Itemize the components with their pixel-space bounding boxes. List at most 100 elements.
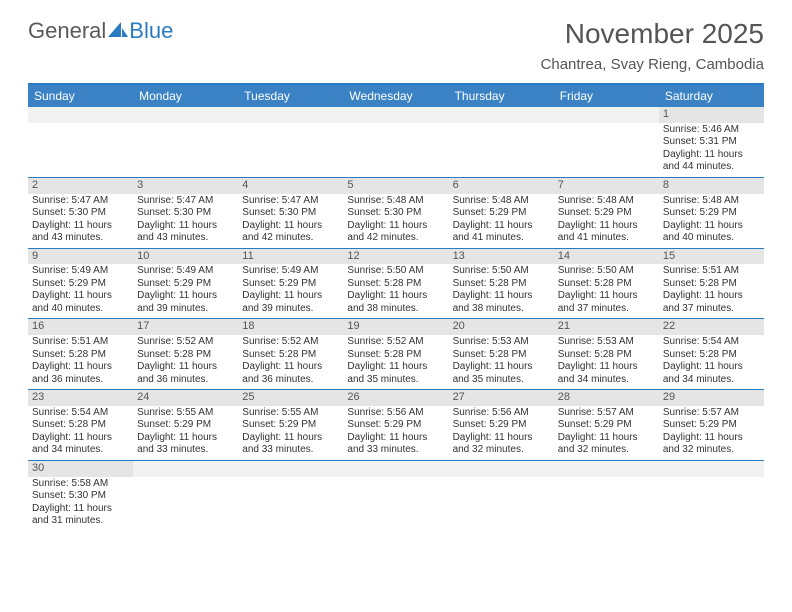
calendar-week: 1Sunrise: 5:46 AMSunset: 5:31 PMDaylight… xyxy=(28,107,764,178)
day-number: 29 xyxy=(659,390,764,406)
calendar-cell-empty xyxy=(343,461,448,531)
sunset-line: Sunset: 5:29 PM xyxy=(137,419,234,432)
sunrise-line: Sunrise: 5:52 AM xyxy=(137,336,234,349)
calendar-cell-empty xyxy=(238,461,343,531)
calendar-week: 30Sunrise: 5:58 AMSunset: 5:30 PMDayligh… xyxy=(28,461,764,531)
sunrise-line: Sunrise: 5:57 AM xyxy=(558,407,655,420)
calendar-cell: 29Sunrise: 5:57 AMSunset: 5:29 PMDayligh… xyxy=(659,390,764,460)
day-number: 10 xyxy=(133,249,238,265)
day-number: 26 xyxy=(343,390,448,406)
calendar-cell: 23Sunrise: 5:54 AMSunset: 5:28 PMDayligh… xyxy=(28,390,133,460)
calendar-cell: 11Sunrise: 5:49 AMSunset: 5:29 PMDayligh… xyxy=(238,249,343,319)
calendar-cell: 5Sunrise: 5:48 AMSunset: 5:30 PMDaylight… xyxy=(343,178,448,248)
page-subtitle: Chantrea, Svay Rieng, Cambodia xyxy=(541,56,764,73)
sunset-line: Sunset: 5:29 PM xyxy=(242,278,339,291)
dayname-mon: Monday xyxy=(133,85,238,107)
calendar-cell-empty xyxy=(28,107,133,177)
logo-word1: General xyxy=(28,18,106,44)
daylight-line: Daylight: 11 hours and 32 minutes. xyxy=(453,432,550,457)
daylight-line: Daylight: 11 hours and 33 minutes. xyxy=(137,432,234,457)
day-number: 25 xyxy=(238,390,343,406)
calendar-cell: 3Sunrise: 5:47 AMSunset: 5:30 PMDaylight… xyxy=(133,178,238,248)
day-number: 22 xyxy=(659,319,764,335)
sunrise-line: Sunrise: 5:56 AM xyxy=(453,407,550,420)
day-number: 23 xyxy=(28,390,133,406)
sunrise-line: Sunrise: 5:50 AM xyxy=(453,265,550,278)
sunset-line: Sunset: 5:28 PM xyxy=(558,349,655,362)
dayname-fri: Friday xyxy=(554,85,659,107)
day-number: 15 xyxy=(659,249,764,265)
page-header: General Blue November 2025 Chantrea, Sva… xyxy=(0,0,792,77)
sunset-line: Sunset: 5:29 PM xyxy=(137,278,234,291)
sunset-line: Sunset: 5:28 PM xyxy=(663,278,760,291)
dayname-sat: Saturday xyxy=(659,85,764,107)
day-number: 13 xyxy=(449,249,554,265)
sunrise-line: Sunrise: 5:55 AM xyxy=(242,407,339,420)
logo-word2: Blue xyxy=(129,18,173,44)
sunrise-line: Sunrise: 5:48 AM xyxy=(453,195,550,208)
daylight-line: Daylight: 11 hours and 39 minutes. xyxy=(242,290,339,315)
daylight-line: Daylight: 11 hours and 37 minutes. xyxy=(558,290,655,315)
sunset-line: Sunset: 5:29 PM xyxy=(663,207,760,220)
calendar-week: 9Sunrise: 5:49 AMSunset: 5:29 PMDaylight… xyxy=(28,249,764,320)
sunrise-line: Sunrise: 5:46 AM xyxy=(663,124,760,137)
calendar-cell: 12Sunrise: 5:50 AMSunset: 5:28 PMDayligh… xyxy=(343,249,448,319)
daylight-line: Daylight: 11 hours and 41 minutes. xyxy=(558,220,655,245)
day-number: 2 xyxy=(28,178,133,194)
title-block: November 2025 Chantrea, Svay Rieng, Camb… xyxy=(541,18,764,73)
day-number xyxy=(343,461,448,477)
day-number: 30 xyxy=(28,461,133,477)
calendar-cell: 4Sunrise: 5:47 AMSunset: 5:30 PMDaylight… xyxy=(238,178,343,248)
sunset-line: Sunset: 5:29 PM xyxy=(453,419,550,432)
daylight-line: Daylight: 11 hours and 44 minutes. xyxy=(663,149,760,174)
sunrise-line: Sunrise: 5:53 AM xyxy=(558,336,655,349)
daylight-line: Daylight: 11 hours and 34 minutes. xyxy=(558,361,655,386)
sunrise-line: Sunrise: 5:51 AM xyxy=(32,336,129,349)
day-number: 18 xyxy=(238,319,343,335)
sunset-line: Sunset: 5:29 PM xyxy=(347,419,444,432)
sunrise-line: Sunrise: 5:54 AM xyxy=(663,336,760,349)
sunrise-line: Sunrise: 5:48 AM xyxy=(347,195,444,208)
sunset-line: Sunset: 5:28 PM xyxy=(32,349,129,362)
sunset-line: Sunset: 5:28 PM xyxy=(347,349,444,362)
calendar-cell: 2Sunrise: 5:47 AMSunset: 5:30 PMDaylight… xyxy=(28,178,133,248)
day-number xyxy=(554,107,659,123)
day-number xyxy=(449,461,554,477)
day-number: 14 xyxy=(554,249,659,265)
day-number: 9 xyxy=(28,249,133,265)
sunset-line: Sunset: 5:28 PM xyxy=(663,349,760,362)
calendar-cell: 14Sunrise: 5:50 AMSunset: 5:28 PMDayligh… xyxy=(554,249,659,319)
daylight-line: Daylight: 11 hours and 31 minutes. xyxy=(32,503,129,528)
calendar-cell: 24Sunrise: 5:55 AMSunset: 5:29 PMDayligh… xyxy=(133,390,238,460)
calendar-cell-empty xyxy=(133,461,238,531)
day-number: 28 xyxy=(554,390,659,406)
daylight-line: Daylight: 11 hours and 40 minutes. xyxy=(663,220,760,245)
calendar-cell: 30Sunrise: 5:58 AMSunset: 5:30 PMDayligh… xyxy=(28,461,133,531)
sunrise-line: Sunrise: 5:49 AM xyxy=(242,265,339,278)
daylight-line: Daylight: 11 hours and 34 minutes. xyxy=(32,432,129,457)
sunset-line: Sunset: 5:30 PM xyxy=(347,207,444,220)
calendar-cell: 18Sunrise: 5:52 AMSunset: 5:28 PMDayligh… xyxy=(238,319,343,389)
daylight-line: Daylight: 11 hours and 32 minutes. xyxy=(663,432,760,457)
day-number: 6 xyxy=(449,178,554,194)
daylight-line: Daylight: 11 hours and 39 minutes. xyxy=(137,290,234,315)
day-number: 11 xyxy=(238,249,343,265)
page-title: November 2025 xyxy=(541,18,764,50)
sunrise-line: Sunrise: 5:47 AM xyxy=(137,195,234,208)
daylight-line: Daylight: 11 hours and 42 minutes. xyxy=(242,220,339,245)
calendar-cell-empty xyxy=(343,107,448,177)
sunset-line: Sunset: 5:28 PM xyxy=(242,349,339,362)
day-number: 16 xyxy=(28,319,133,335)
dayname-sun: Sunday xyxy=(28,85,133,107)
calendar-header-row: Sunday Monday Tuesday Wednesday Thursday… xyxy=(28,85,764,107)
calendar-cell: 19Sunrise: 5:52 AMSunset: 5:28 PMDayligh… xyxy=(343,319,448,389)
day-number: 8 xyxy=(659,178,764,194)
calendar-week: 23Sunrise: 5:54 AMSunset: 5:28 PMDayligh… xyxy=(28,390,764,461)
day-number xyxy=(133,107,238,123)
dayname-thu: Thursday xyxy=(449,85,554,107)
calendar-cell: 16Sunrise: 5:51 AMSunset: 5:28 PMDayligh… xyxy=(28,319,133,389)
calendar-cell: 1Sunrise: 5:46 AMSunset: 5:31 PMDaylight… xyxy=(659,107,764,177)
calendar: Sunday Monday Tuesday Wednesday Thursday… xyxy=(28,83,764,531)
day-number xyxy=(28,107,133,123)
daylight-line: Daylight: 11 hours and 35 minutes. xyxy=(347,361,444,386)
